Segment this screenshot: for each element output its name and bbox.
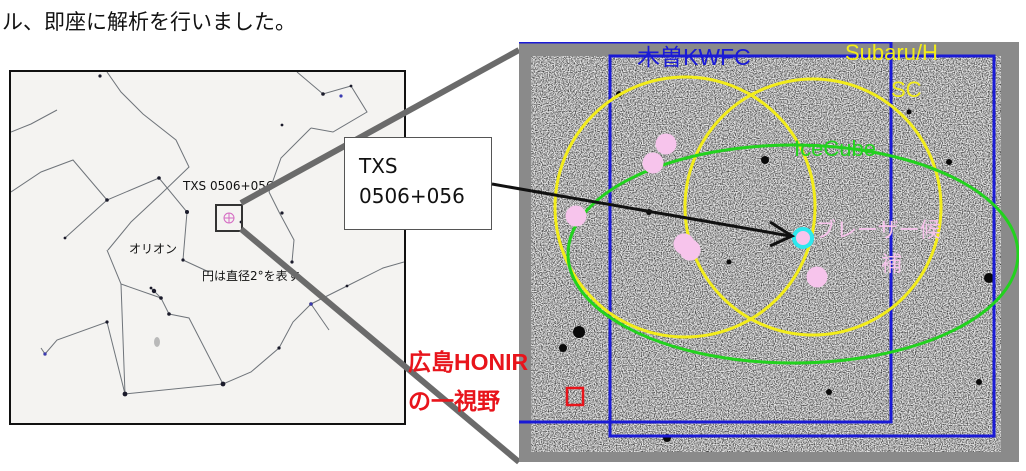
- survey-field-image: 木曽KWFC Subaru/H SC IceCube ブレーザー候 補: [507, 40, 1020, 462]
- constellation-lines: [11, 72, 404, 397]
- source-callout-box: TXS 0506+056: [344, 137, 492, 230]
- honir-label-2: の一視野: [408, 388, 500, 414]
- kiso-kwfc-label: 木曽KWFC: [637, 44, 751, 70]
- survey-field-svg: [507, 40, 1020, 462]
- callout-line-1: TXS: [359, 154, 398, 178]
- star-chart-panel: TXS 0506+056 オリオン 円は直径2°を表す: [9, 70, 406, 425]
- blazar-candidate-label-2: 補: [881, 253, 902, 276]
- honir-label-1: 広島HONIR: [408, 349, 529, 375]
- constellation-label: オリオン: [129, 242, 178, 256]
- callout-line-2: 0506+056: [359, 184, 465, 208]
- source-label: TXS 0506+056: [183, 179, 274, 193]
- subaru-hsc-label-2: SC: [891, 77, 922, 102]
- blazar-candidate-label-1: ブレーザー候: [815, 219, 941, 242]
- circle-scale-note: 円は直径2°を表す: [202, 269, 300, 283]
- caption-text: ル、即座に解析を行いました。: [2, 10, 296, 34]
- subaru-hsc-label-1: Subaru/H: [845, 40, 938, 65]
- icecube-label: IceCube: [794, 136, 876, 161]
